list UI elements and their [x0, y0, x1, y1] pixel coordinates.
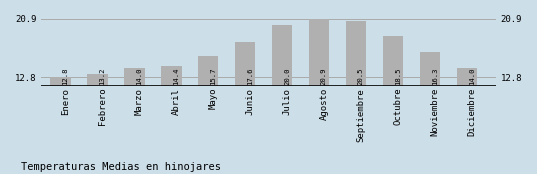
Bar [92, 157, 112, 169]
Bar [388, 119, 408, 169]
Bar [314, 102, 334, 169]
Bar [456, 68, 477, 86]
Bar [88, 74, 107, 86]
Bar [198, 56, 219, 86]
Bar [203, 139, 223, 169]
Text: 20.5: 20.5 [358, 68, 364, 85]
Bar [129, 151, 149, 169]
Bar [420, 52, 440, 86]
Text: 18.5: 18.5 [395, 68, 401, 85]
Bar [346, 22, 366, 86]
Text: 14.0: 14.0 [136, 68, 142, 85]
Text: 12.8: 12.8 [62, 68, 68, 85]
Bar [272, 25, 292, 86]
Text: 20.9: 20.9 [321, 68, 327, 85]
Bar [161, 66, 182, 86]
Text: 17.6: 17.6 [247, 68, 253, 85]
Bar [309, 19, 329, 86]
Text: 14.0: 14.0 [469, 68, 475, 85]
Bar [383, 36, 403, 86]
Text: 16.3: 16.3 [432, 68, 438, 85]
Bar [50, 77, 71, 86]
Bar [277, 108, 297, 169]
Bar [351, 105, 371, 169]
Bar [55, 160, 76, 169]
Text: 15.7: 15.7 [210, 68, 216, 85]
Bar [124, 68, 144, 86]
Bar [461, 151, 482, 169]
Text: 13.2: 13.2 [99, 68, 105, 85]
Bar [235, 42, 256, 86]
Bar [240, 125, 260, 169]
Text: 14.4: 14.4 [173, 68, 179, 85]
Text: 20.0: 20.0 [284, 68, 290, 85]
Bar [166, 149, 186, 169]
Bar [425, 135, 445, 169]
Text: Temperaturas Medias en hinojares: Temperaturas Medias en hinojares [21, 162, 221, 172]
